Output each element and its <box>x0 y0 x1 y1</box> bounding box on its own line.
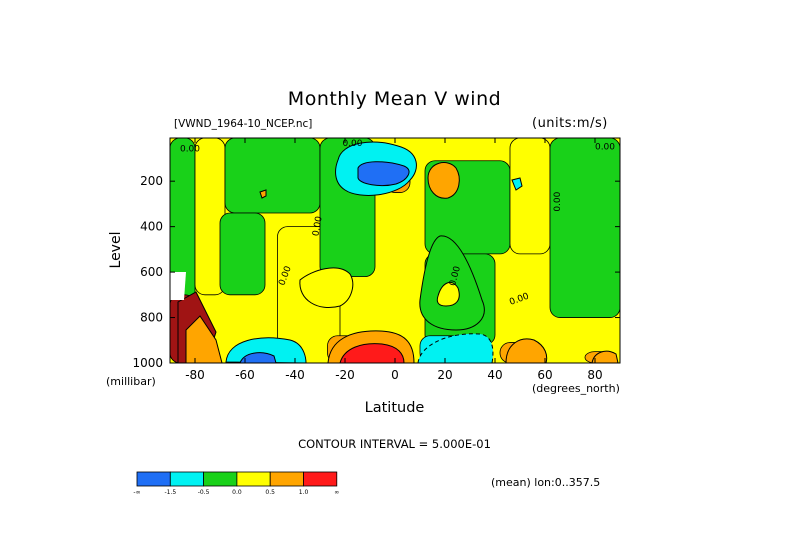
colorbar-label: 1.0 <box>299 489 309 496</box>
contour-line <box>259 189 267 199</box>
contour-line <box>417 333 494 363</box>
colorbar-label: ∞ <box>334 489 339 496</box>
x-axis-label: Latitude <box>364 400 425 416</box>
colorbar-label: 0.0 <box>232 489 242 496</box>
x-tick-label: -80 <box>185 368 205 382</box>
colorbar-label: -∞ <box>133 489 140 496</box>
y-tick-label: 1000 <box>132 356 163 370</box>
contour-line <box>185 315 223 363</box>
colorbar-swatch <box>236 471 271 487</box>
x-tick-label: -60 <box>235 368 255 382</box>
contour-label: 0.00 <box>311 215 324 237</box>
colorbar-swatch <box>269 471 304 487</box>
x-tick-label: 20 <box>437 368 452 382</box>
contour-region-green <box>224 138 321 214</box>
colorbar-label: -1.5 <box>164 489 176 496</box>
colorbar-swatch <box>303 471 338 487</box>
colorbar-swatch <box>169 471 205 487</box>
contour-line <box>427 162 460 199</box>
x-tick-label: 80 <box>587 368 602 382</box>
colorbar-label: 0.5 <box>265 489 275 496</box>
contour-interval-label: CONTOUR INTERVAL = 5.000E-01 <box>298 437 491 451</box>
contour-region-green <box>549 138 620 318</box>
colorbar: -∞ -1.5 -0.5 0.0 0.5 1.0 ∞ <box>133 471 339 496</box>
axis-tick-layer: -80 -60 -40 -20 0 20 40 60 80 200 400 600 800 1000 <box>132 138 620 382</box>
contour-region-green <box>219 212 266 296</box>
contour-line <box>436 281 460 307</box>
contour-detail-layer <box>170 141 619 363</box>
y-axis-unit: (millibar) <box>106 375 156 388</box>
contour-label: 0.00 <box>342 139 362 149</box>
contour-region-yellow <box>509 138 551 255</box>
units-label: (units:m/s) <box>532 116 608 131</box>
x-tick-label: 60 <box>537 368 552 382</box>
y-tick-label: 200 <box>140 174 163 188</box>
dataset-label: [VWND_1964-10_NCEP.nc] <box>174 118 313 130</box>
y-tick-label: 600 <box>140 265 163 279</box>
colorbar-label: -0.5 <box>198 489 210 496</box>
contour-line <box>511 177 523 191</box>
x-tick-label: 0 <box>391 368 399 382</box>
footer-mean-label: (mean) lon:0..357.5 <box>491 476 601 489</box>
chart-title: Monthly Mean V wind <box>287 88 502 110</box>
contour-line <box>339 343 405 363</box>
contour-fill-layer <box>170 138 620 363</box>
colorbar-swatch <box>203 471 238 487</box>
contour-line <box>299 267 354 308</box>
contour-label: 0.00 <box>553 191 563 211</box>
y-tick-label: 800 <box>140 311 163 325</box>
contour-line <box>357 161 410 187</box>
x-tick-label: -40 <box>285 368 305 382</box>
contour-line <box>239 352 277 363</box>
contour-line <box>505 338 548 363</box>
contour-line <box>591 350 619 363</box>
colorbar-swatch <box>136 471 171 487</box>
x-axis-unit: (degrees_north) <box>532 382 620 395</box>
x-tick-label: -20 <box>335 368 355 382</box>
contour-label: 0.00 <box>180 145 200 155</box>
contour-label: 0.00 <box>595 142 615 152</box>
contour-line <box>170 272 186 300</box>
x-tick-label: 40 <box>487 368 502 382</box>
y-tick-label: 400 <box>140 220 163 234</box>
